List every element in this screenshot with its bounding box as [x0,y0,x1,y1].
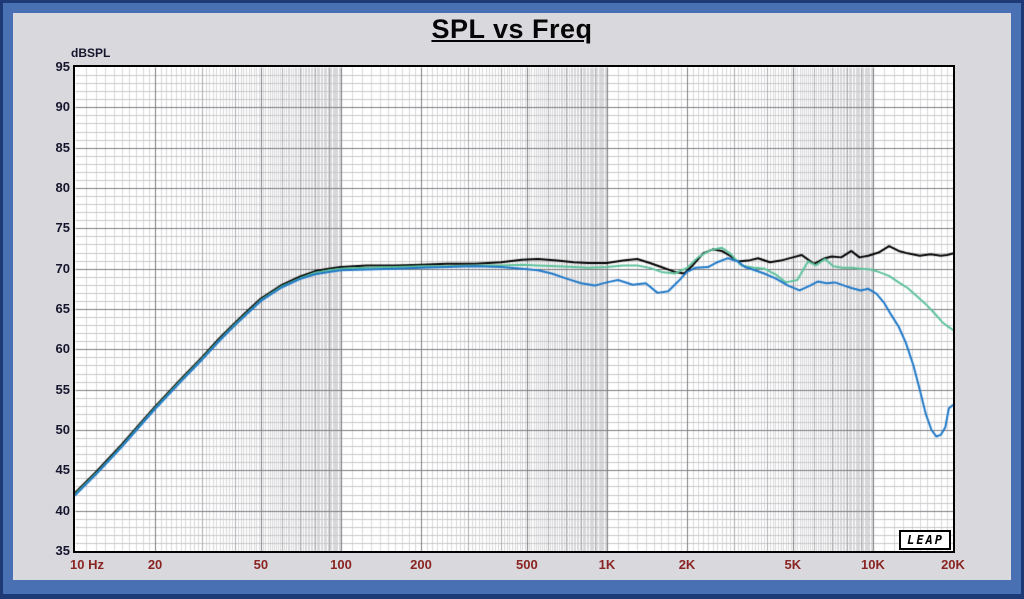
x-tick-label: 100 [330,557,352,572]
y-tick-label: 35 [55,543,70,558]
x-tick-label: 10 Hz [70,557,104,572]
x-tick-label: 50 [253,557,269,572]
x-tick-label: 1K [598,557,616,572]
y-tick-label: 65 [55,301,70,316]
x-tick-label: 500 [516,557,538,572]
y-tick-label: 80 [55,180,70,195]
x-tick-label: 20K [941,557,965,572]
chart-title: SPL vs Freq [431,14,593,44]
plot-area: LEAP [73,65,955,553]
x-tick-label: 5K [784,557,802,572]
y-tick-label: 55 [55,381,70,397]
y-axis-unit-label: dBSPL [71,46,111,60]
chart-background: SPL vs Freq dBSPL LEAP 95 90 85 80 75 70 65 60 5… [13,13,1011,580]
leap-logo-text: LEAP [907,533,944,547]
y-tick-label: 50 [55,422,70,437]
y-tick-label: 70 [55,260,70,276]
chart-canvas [75,67,953,551]
y-tick-label: 60 [55,341,70,357]
x-tick-label: 20 [147,557,163,572]
x-tick-label: 10K [860,557,885,572]
x-tick-label: 200 [410,557,432,572]
y-tick-label: 95 [55,59,70,74]
y-tick-label: 40 [55,502,70,518]
y-tick-label: 75 [55,220,70,236]
x-tick-label: 2K [678,557,696,572]
y-tick-label: 85 [55,139,70,155]
y-tick-label: 45 [55,462,70,478]
y-tick-label: 90 [55,99,70,115]
leap-logo: LEAP [899,530,951,550]
